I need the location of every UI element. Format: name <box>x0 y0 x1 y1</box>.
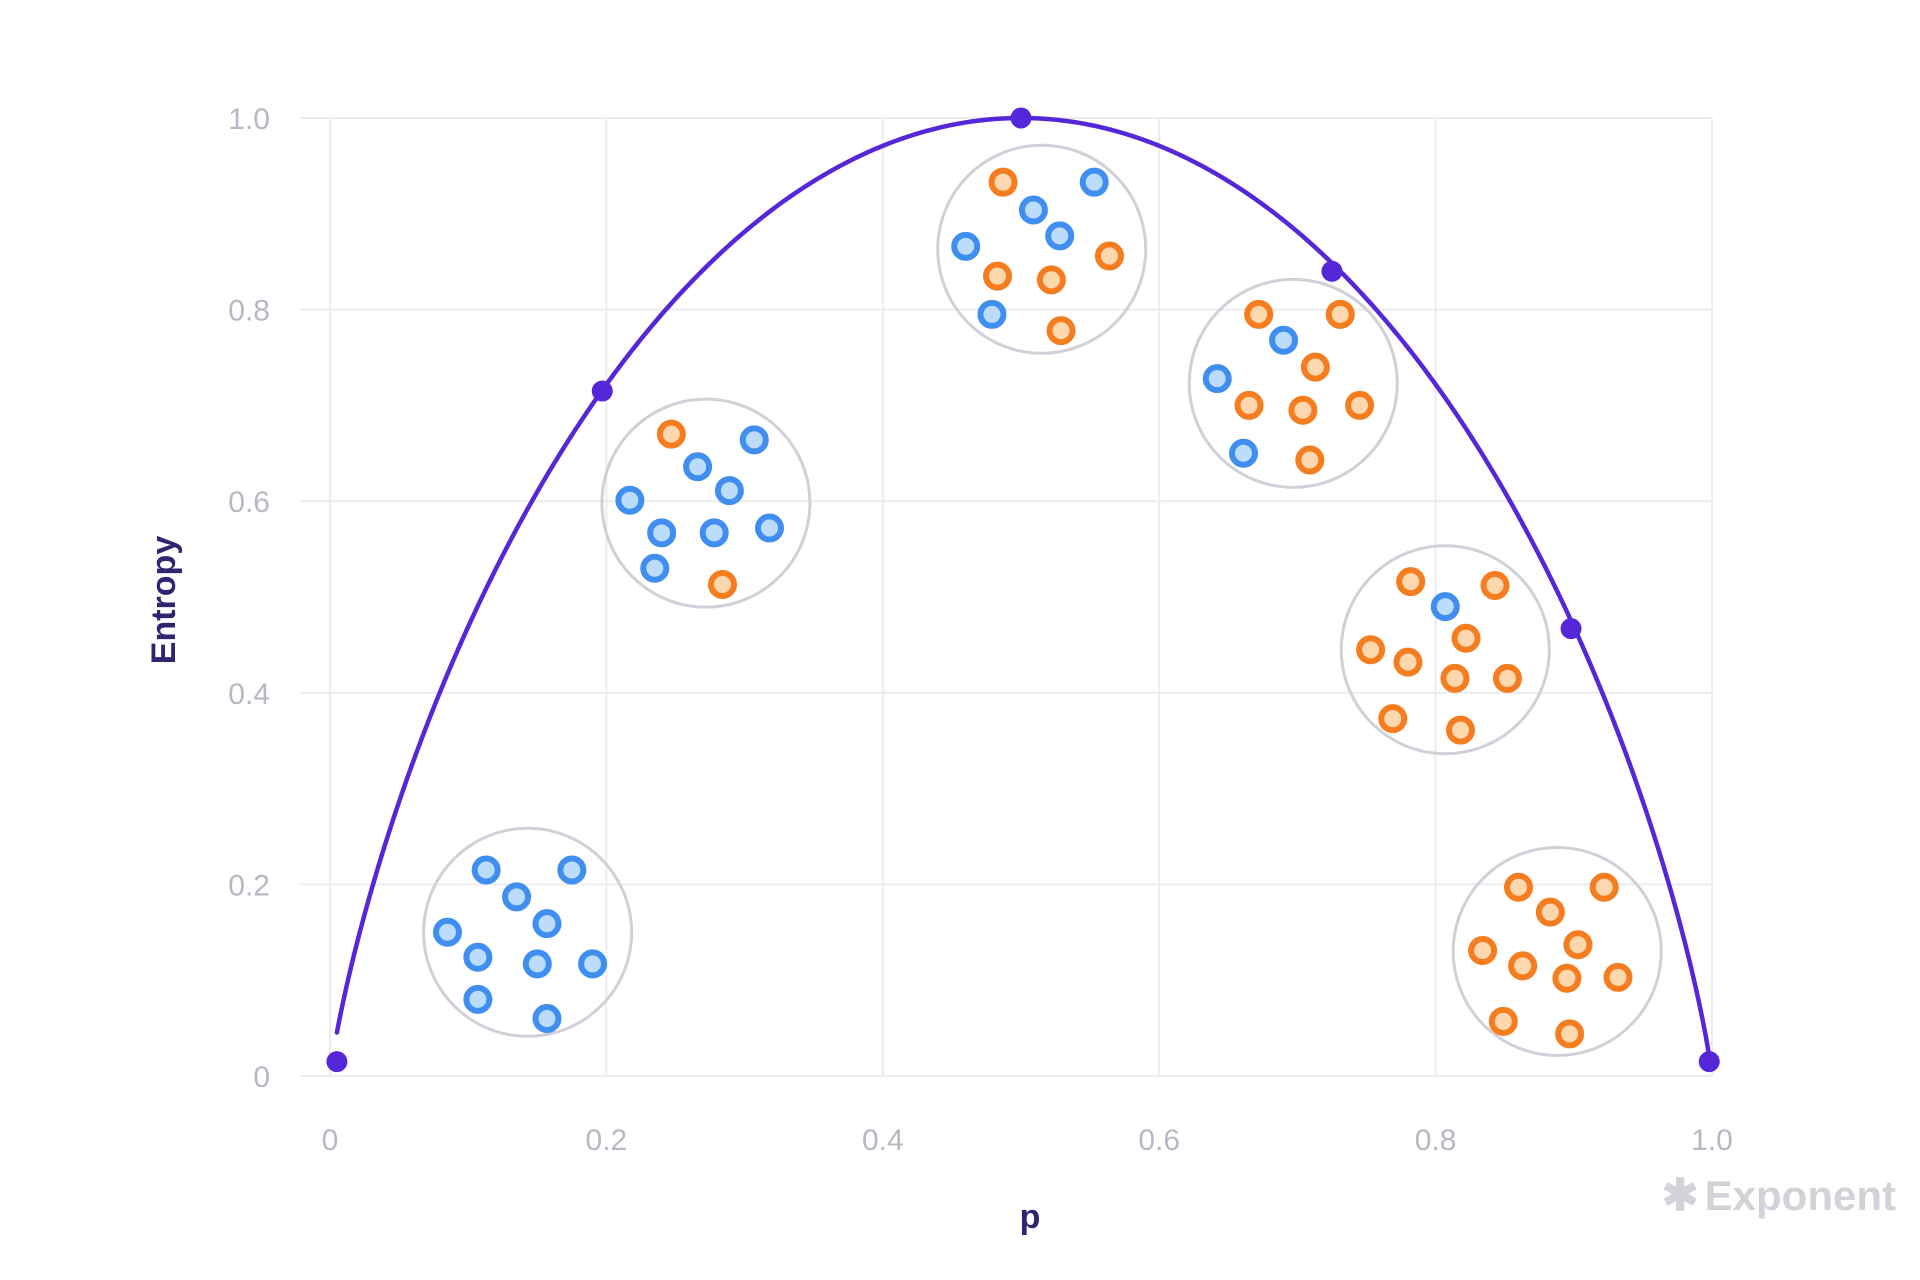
sample-dot-orange <box>1488 1006 1518 1036</box>
curve-point <box>1560 618 1582 640</box>
sample-dot-blue <box>699 518 729 548</box>
sample-dot-blue <box>714 476 744 506</box>
sample-dot-orange <box>656 419 686 449</box>
sample-dot-orange <box>1244 299 1274 329</box>
tick-labels: 0 0.2 0.4 0.6 0.8 1.0 0 0.2 0.4 0.6 0.8 1.0 <box>228 103 1733 1157</box>
sample-dot-orange <box>1563 930 1593 960</box>
sample-dot-blue <box>1018 195 1048 225</box>
sample-dot-orange <box>1036 265 1066 295</box>
sample-dot-blue <box>739 425 769 455</box>
sample-dot-orange <box>1492 663 1522 693</box>
y-tick-label: 1.0 <box>228 103 270 136</box>
asterisk-icon: ✱ <box>1661 1171 1699 1220</box>
sample-dot-orange <box>1468 936 1498 966</box>
sample-dot-blue <box>432 917 462 947</box>
sample-dot-blue <box>1079 167 1109 197</box>
sample-dot-orange <box>1295 445 1325 475</box>
sample-dot-orange <box>1046 316 1076 346</box>
sample-dot-blue <box>1045 221 1075 251</box>
sample-dot-blue <box>1202 364 1232 394</box>
curve-point <box>1698 1051 1720 1073</box>
sample-dot-blue <box>532 909 562 939</box>
sample-dot-blue <box>951 231 981 261</box>
sample-dot-blue <box>647 518 677 548</box>
curve-point <box>1010 107 1032 129</box>
cluster-circle <box>936 143 1148 355</box>
sample-dot-blue <box>532 1004 562 1034</box>
sample-dot-orange <box>1393 647 1423 677</box>
cluster-circle <box>600 397 812 609</box>
y-tick-label: 0.2 <box>228 869 270 902</box>
x-tick-label: 0.2 <box>586 1124 628 1157</box>
sample-dot-orange <box>1603 962 1633 992</box>
cluster-circle <box>1187 277 1399 489</box>
sample-dot-blue <box>463 984 493 1014</box>
sample-dot-orange <box>1504 872 1534 902</box>
sample-dot-blue <box>578 949 608 979</box>
sample-dot-orange <box>707 570 737 600</box>
sample-dot-orange <box>1325 299 1355 329</box>
sample-dot-orange <box>988 167 1018 197</box>
curve-point <box>1321 260 1343 282</box>
sample-dot-orange <box>1288 395 1318 425</box>
sample-dot-orange <box>1589 872 1619 902</box>
x-tick-label: 0.4 <box>862 1124 904 1157</box>
sample-dot-blue <box>1229 438 1259 468</box>
sample-dot-orange <box>1480 571 1510 601</box>
sample-dot-orange <box>1345 390 1375 420</box>
sample-dot-blue <box>557 855 587 885</box>
sample-dot-orange <box>1356 635 1386 665</box>
x-tick-label: 0.6 <box>1138 1124 1180 1157</box>
entropy-curve-group <box>326 107 1720 1073</box>
sample-dot-blue <box>615 485 645 515</box>
sample-dot-blue <box>471 855 501 885</box>
curve-point <box>591 380 613 402</box>
sample-dot-orange <box>1094 241 1124 271</box>
brand-name: Exponent <box>1704 1172 1896 1219</box>
sample-dot-blue <box>502 882 532 912</box>
sample-dot-orange <box>1552 963 1582 993</box>
sample-dot-orange <box>1445 715 1475 745</box>
sample-dot-blue <box>463 942 493 972</box>
brand-logo: ✱ Exponent <box>1662 1172 1896 1220</box>
sample-dot-orange <box>983 261 1013 291</box>
sample-dot-blue <box>977 299 1007 329</box>
sample-dot-orange <box>1440 663 1470 693</box>
sample-dot-blue <box>1269 325 1299 355</box>
sample-dot-orange <box>1535 897 1565 927</box>
sample-dot-blue <box>640 553 670 583</box>
x-tick-label: 1.0 <box>1691 1124 1733 1157</box>
sample-dot-blue <box>683 452 713 482</box>
y-axis-title: Entropy <box>145 536 183 665</box>
sample-dot-blue <box>1430 592 1460 622</box>
curve-point <box>326 1051 348 1073</box>
sample-dot-orange <box>1378 704 1408 734</box>
sample-dot-orange <box>1508 951 1538 981</box>
sample-dot-blue <box>754 513 784 543</box>
sample-dot-orange <box>1555 1019 1585 1049</box>
x-axis-title: p <box>1020 1198 1041 1236</box>
sample-clusters <box>422 143 1663 1057</box>
cluster-circle <box>422 826 634 1038</box>
y-tick-label: 0 <box>253 1061 270 1094</box>
sample-dot-orange <box>1396 567 1426 597</box>
y-tick-label: 0.4 <box>228 678 270 711</box>
y-tick-label: 0.6 <box>228 486 270 519</box>
y-tick-label: 0.8 <box>228 295 270 328</box>
sample-dot-blue <box>522 949 552 979</box>
sample-dot-orange <box>1451 623 1481 653</box>
sample-dot-orange <box>1300 352 1330 382</box>
x-tick-label: 0.8 <box>1415 1124 1457 1157</box>
sample-dot-orange <box>1234 390 1264 420</box>
cluster-circle <box>1339 544 1551 756</box>
x-tick-label: 0 <box>322 1124 339 1157</box>
cluster-circle <box>1451 845 1663 1057</box>
